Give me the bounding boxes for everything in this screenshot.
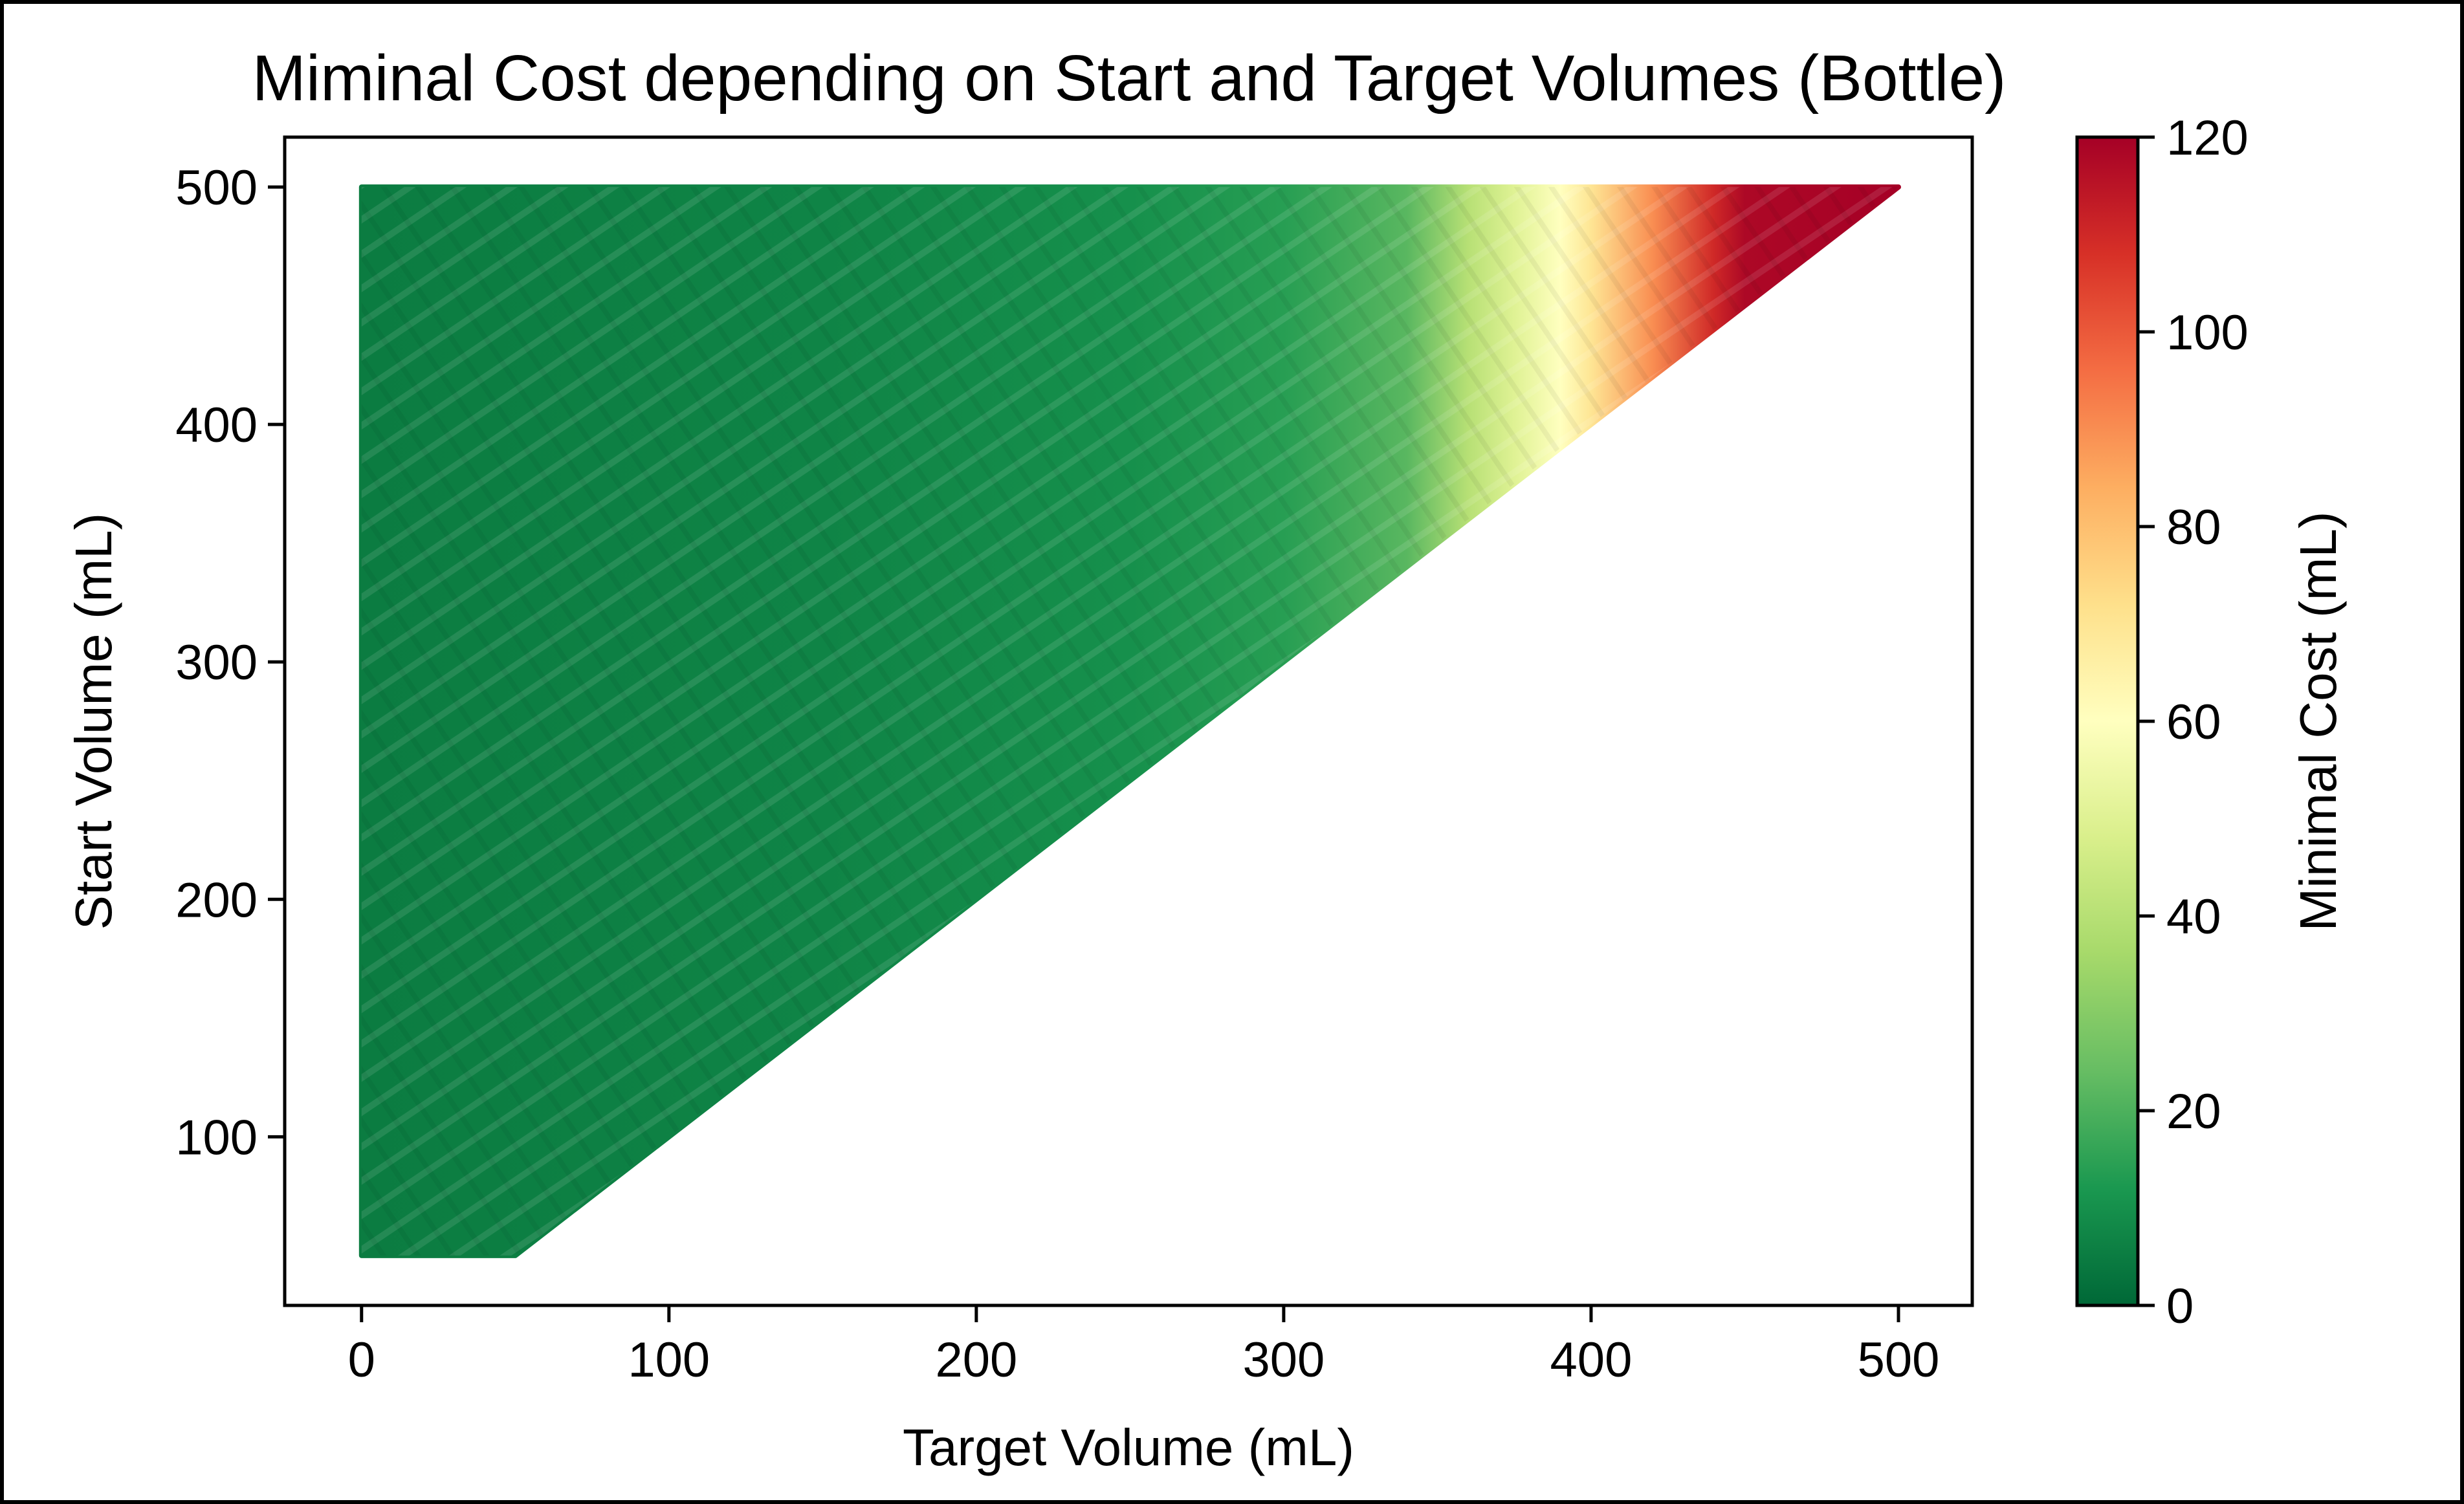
colorbar-tick-label: 40 <box>2166 889 2221 944</box>
chart-title: Miminal Cost depending on Start and Targ… <box>252 42 2007 114</box>
colorbar-tick-label: 120 <box>2166 111 2249 166</box>
plot-frame <box>283 135 1974 1307</box>
y-tick-label: 500 <box>175 160 258 215</box>
colorbar-tick-label: 100 <box>2166 305 2249 360</box>
heatmap-region <box>358 184 1901 1258</box>
y-tick-label: 400 <box>175 398 258 453</box>
x-tick-label: 200 <box>935 1333 1017 1388</box>
y-tick-label: 100 <box>175 1110 258 1165</box>
heatmap-texture <box>361 187 1898 1256</box>
y-tick-label: 300 <box>175 635 258 690</box>
y-axis-ticks: 100 200 300 400 500 <box>175 160 285 1165</box>
colorbar <box>2075 135 2140 1307</box>
colorbar-label: Minimal Cost (mL) <box>2289 512 2347 932</box>
x-tick-label: 300 <box>1242 1333 1325 1388</box>
x-tick-label: 500 <box>1858 1333 1940 1388</box>
x-axis-ticks: 0 100 200 300 400 500 <box>348 1305 1940 1388</box>
x-tick-label: 400 <box>1550 1333 1633 1388</box>
x-axis-label: Target Volume (mL) <box>903 1419 1354 1476</box>
x-tick-label: 100 <box>628 1333 710 1388</box>
colorbar-ticks: 0 20 40 60 80 100 120 <box>2138 111 2249 1334</box>
y-tick-label: 200 <box>175 873 258 928</box>
x-tick-label: 0 <box>348 1333 375 1388</box>
colorbar-tick-label: 20 <box>2166 1084 2221 1139</box>
colorbar-tick-label: 60 <box>2166 695 2221 750</box>
colorbar-tick-label: 0 <box>2166 1279 2194 1334</box>
y-axis-label: Start Volume (mL) <box>65 513 122 930</box>
colorbar-tick-label: 80 <box>2166 500 2221 555</box>
